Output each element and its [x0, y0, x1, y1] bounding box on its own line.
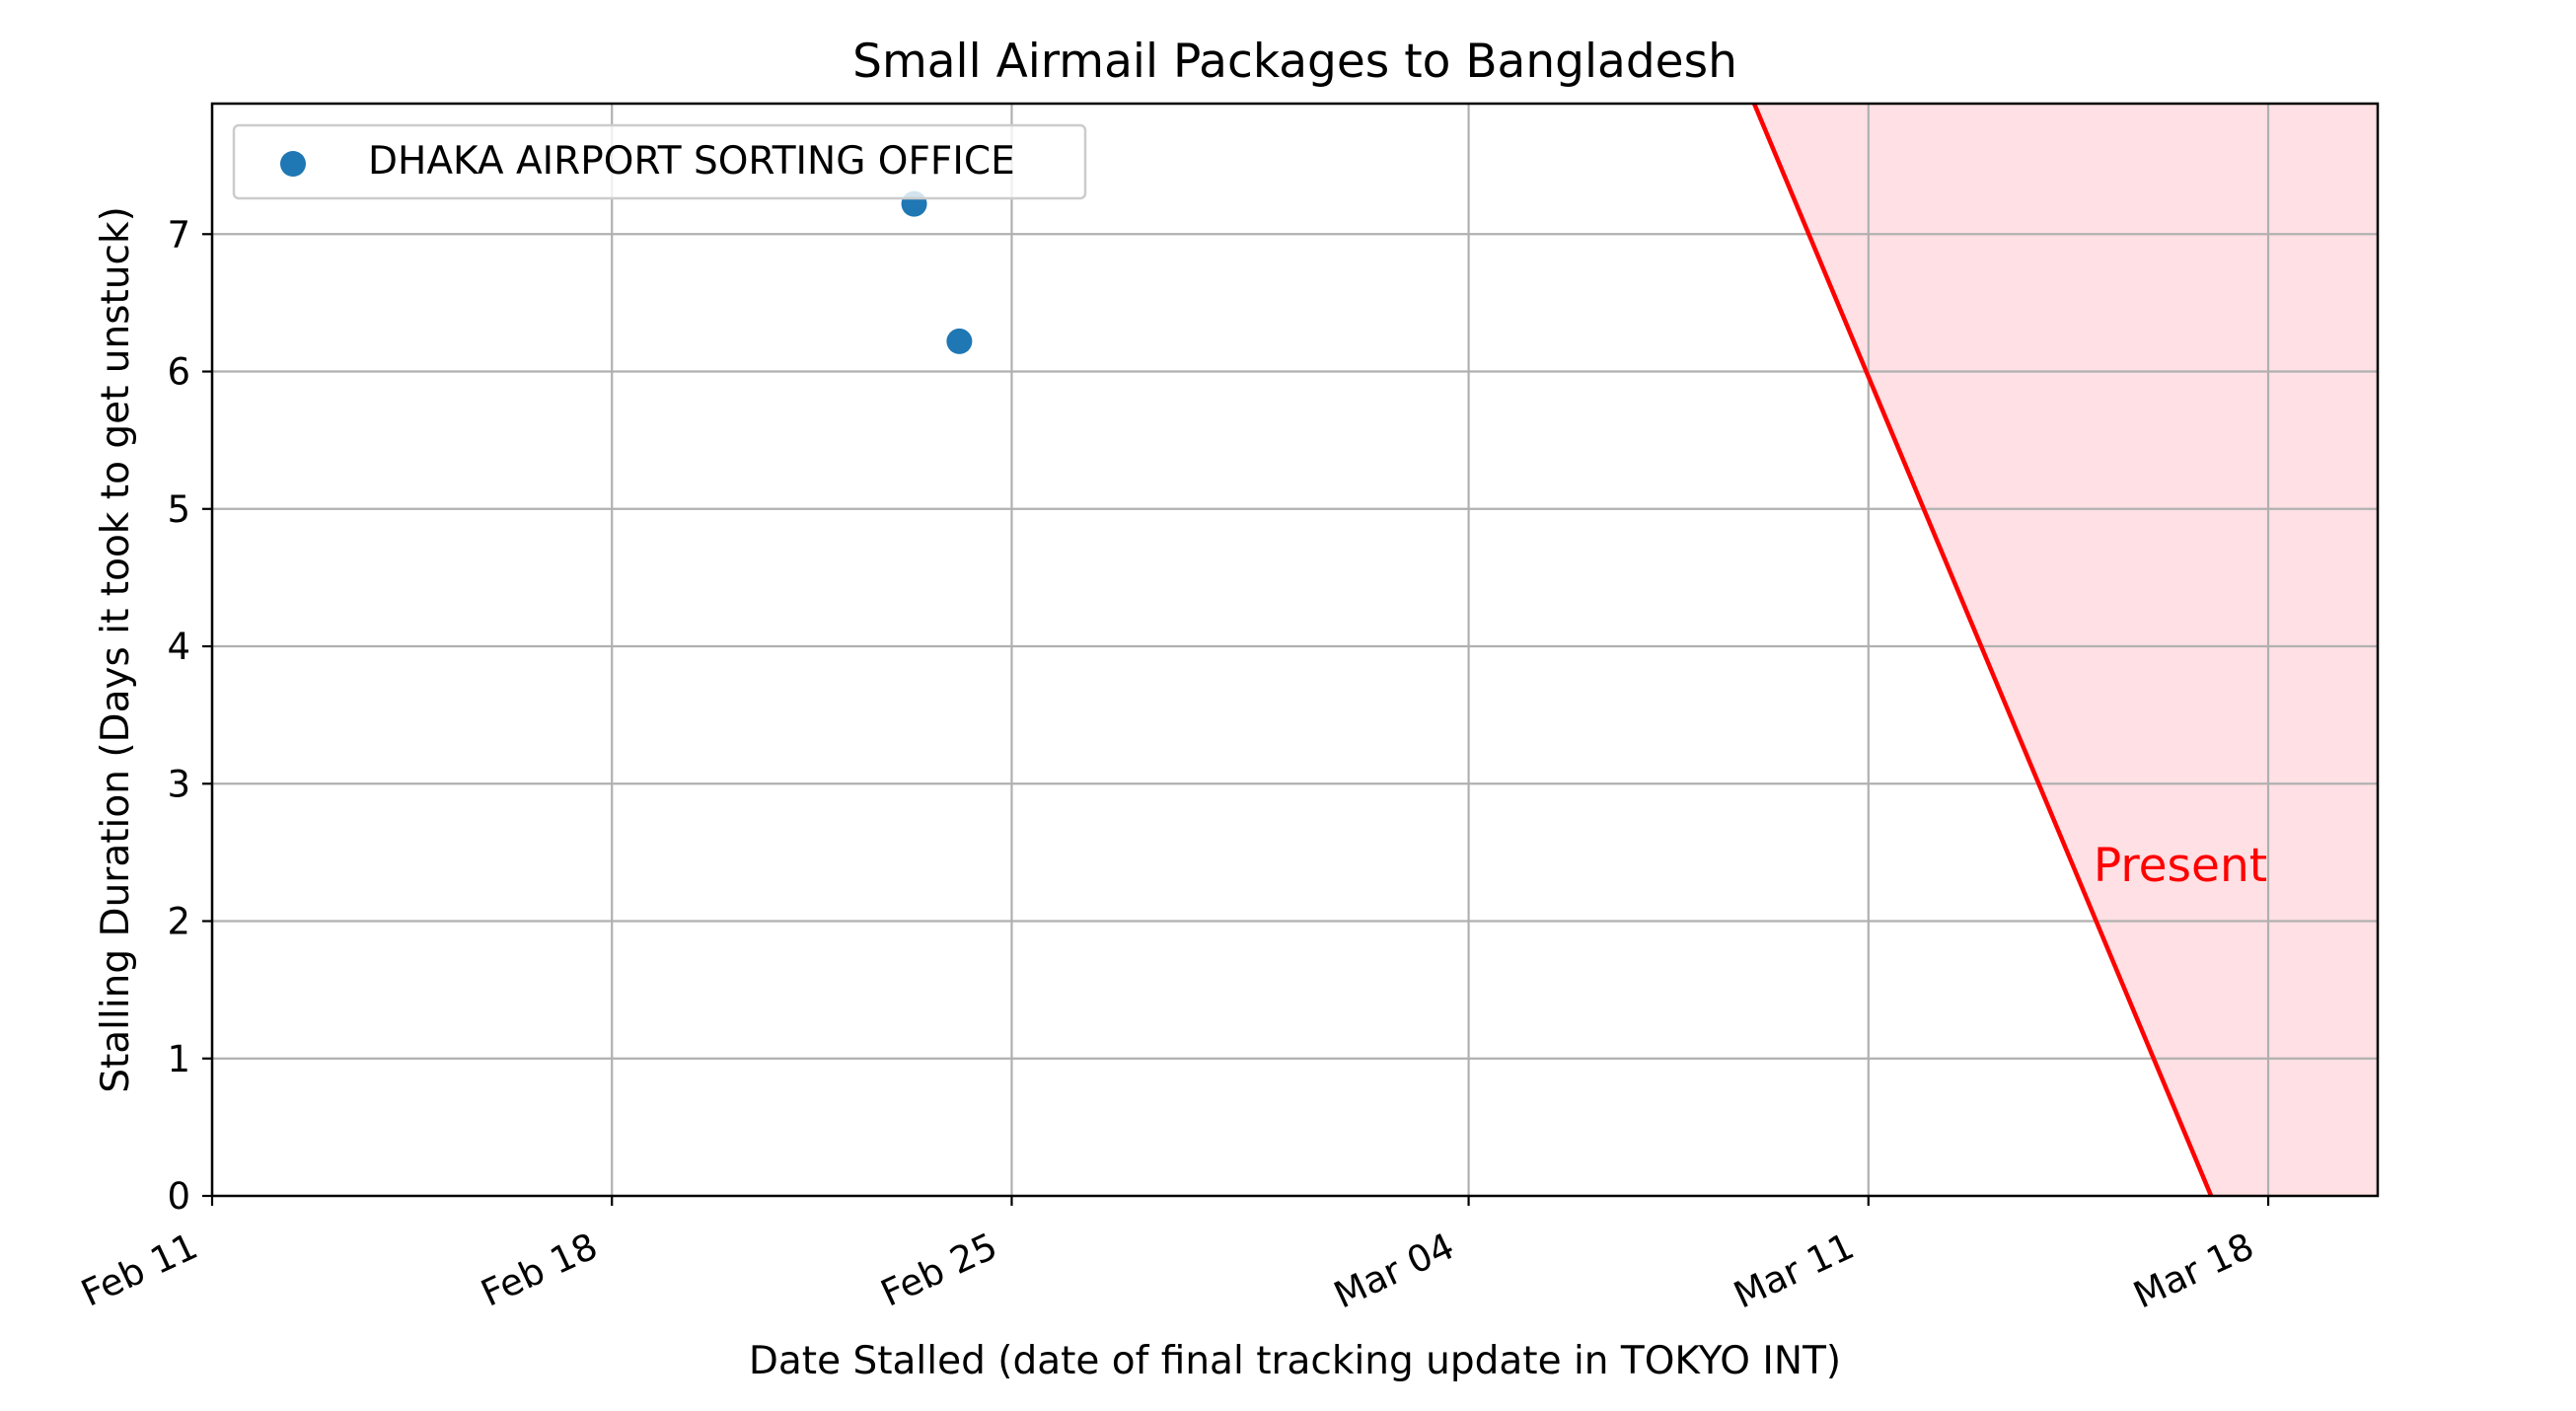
y-tick-label: 4 [167, 626, 190, 668]
y-axis-label: Stalling Duration (Days it took to get u… [94, 206, 138, 1093]
present-annotation: Present [2094, 839, 2267, 893]
grid-lines [210, 104, 2378, 1196]
data-points [901, 190, 973, 354]
legend-label: DHAKA AIRPORT SORTING OFFICE [368, 139, 1015, 184]
y-tick-label: 1 [167, 1038, 190, 1080]
y-tick-label: 0 [167, 1175, 190, 1218]
x-tick-label: Mar 18 [2127, 1225, 2260, 1316]
y-tick-label: 2 [167, 901, 190, 943]
legend-box [232, 123, 1087, 200]
x-axis-label: Date Stalled (date of final tracking upd… [749, 1339, 1841, 1383]
present-line-layer [1751, 103, 2214, 1197]
y-tick-label: 6 [167, 351, 190, 394]
chart-title: Small Airmail Packages to Bangladesh [852, 35, 1737, 89]
data-point [946, 328, 973, 354]
present-region-layer [1754, 104, 2378, 1196]
legend-marker [280, 151, 306, 177]
x-tick-label: Feb 11 [75, 1225, 204, 1315]
y-axis-ticks: 0 1 2 3 4 5 6 7 [167, 213, 212, 1218]
x-tick-label: Mar 04 [1328, 1225, 1461, 1316]
y-tick-label: 7 [167, 213, 190, 256]
present-shaded-region [1754, 104, 2378, 1196]
x-tick-label: Feb 25 [874, 1225, 1003, 1315]
legend: DHAKA AIRPORT SORTING OFFICE [232, 123, 1087, 200]
x-tick-label: Feb 18 [475, 1225, 604, 1315]
x-axis-ticks: Feb 11 Feb 18 Feb 25 Mar 04 Mar 11 Mar 18 [75, 1196, 2270, 1317]
plot-frame [210, 102, 2380, 1198]
y-tick-label: 5 [167, 488, 190, 531]
present-boundary-line [1751, 103, 2214, 1197]
x-tick-label: Mar 11 [1728, 1225, 1861, 1316]
y-tick-label: 3 [167, 763, 190, 805]
